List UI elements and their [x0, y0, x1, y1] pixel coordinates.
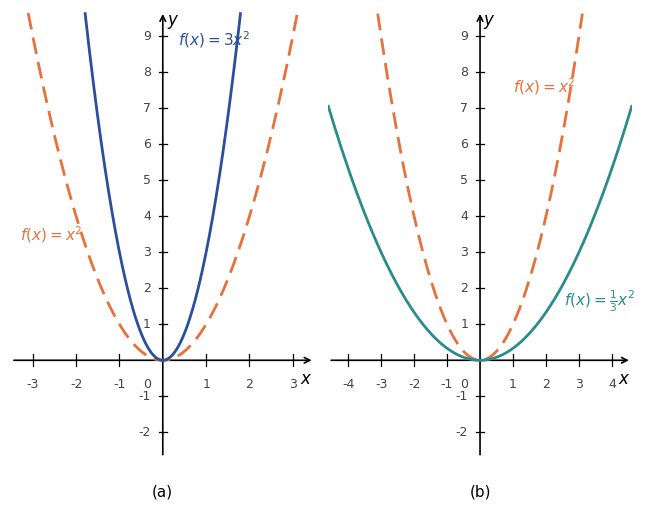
Text: 3: 3 — [460, 246, 468, 259]
Text: -2: -2 — [70, 378, 82, 391]
Text: 3: 3 — [289, 378, 297, 391]
Text: $y$: $y$ — [167, 13, 179, 31]
Text: 1: 1 — [460, 318, 468, 331]
Text: 9: 9 — [460, 30, 468, 43]
Text: 3: 3 — [575, 378, 583, 391]
Text: -2: -2 — [408, 378, 420, 391]
Text: 5: 5 — [460, 174, 468, 187]
Text: -3: -3 — [375, 378, 387, 391]
Text: -1: -1 — [113, 378, 126, 391]
Text: 4: 4 — [608, 378, 616, 391]
Text: 6: 6 — [143, 138, 151, 151]
Text: $f(x) = 3x^2$: $f(x) = 3x^2$ — [178, 29, 250, 50]
Text: 4: 4 — [460, 210, 468, 223]
Text: 6: 6 — [460, 138, 468, 151]
Text: 4: 4 — [143, 210, 151, 223]
Text: $x$: $x$ — [300, 370, 312, 388]
Text: $f(x) = \frac{1}{3}x^2$: $f(x) = \frac{1}{3}x^2$ — [564, 288, 636, 314]
Text: 1: 1 — [143, 318, 151, 331]
Text: 2: 2 — [460, 282, 468, 295]
Text: (b): (b) — [469, 484, 491, 499]
Text: 8: 8 — [460, 66, 468, 79]
Text: -4: -4 — [342, 378, 354, 391]
Text: -2: -2 — [138, 426, 151, 439]
Text: 2: 2 — [246, 378, 254, 391]
Text: 1: 1 — [202, 378, 210, 391]
Text: 0: 0 — [460, 378, 468, 391]
Text: -1: -1 — [138, 390, 151, 403]
Text: $x$: $x$ — [618, 370, 630, 388]
Text: $y$: $y$ — [483, 13, 496, 31]
Text: $f(x) = x^2$: $f(x) = x^2$ — [513, 77, 575, 97]
Text: $f(x) = x^2$: $f(x) = x^2$ — [20, 224, 82, 245]
Text: 7: 7 — [143, 102, 151, 115]
Text: 9: 9 — [143, 30, 151, 43]
Text: 1: 1 — [509, 378, 517, 391]
Text: 5: 5 — [143, 174, 151, 187]
Text: -1: -1 — [441, 378, 453, 391]
Text: -3: -3 — [26, 378, 39, 391]
Text: 0: 0 — [143, 378, 151, 391]
Text: 8: 8 — [143, 66, 151, 79]
Text: 3: 3 — [143, 246, 151, 259]
Text: -1: -1 — [456, 390, 468, 403]
Text: 2: 2 — [143, 282, 151, 295]
Text: 2: 2 — [542, 378, 550, 391]
Text: -2: -2 — [456, 426, 468, 439]
Text: (a): (a) — [152, 484, 173, 499]
Text: 7: 7 — [460, 102, 468, 115]
